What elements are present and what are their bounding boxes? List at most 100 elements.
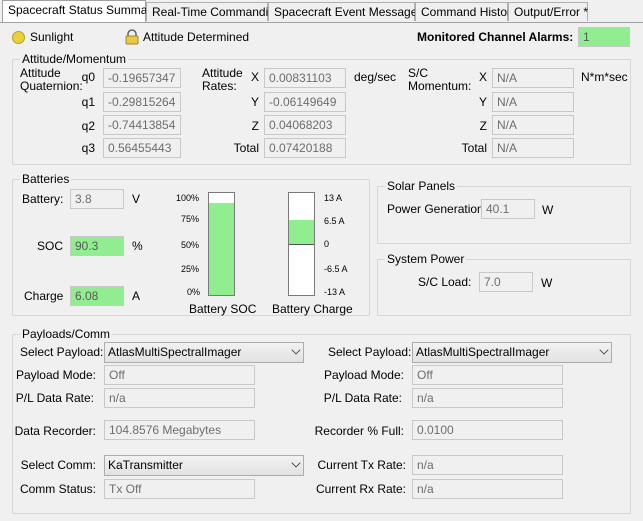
attitude-rates-label: Attitude Rates: bbox=[202, 66, 243, 93]
rates-unit: deg/sec bbox=[354, 70, 397, 84]
charge-tick-13: 13 A bbox=[324, 193, 343, 203]
rate-total-value: 0.07420188 bbox=[264, 138, 346, 158]
q0-value: -0.19657347 bbox=[103, 68, 181, 88]
soc-unit: % bbox=[132, 239, 143, 253]
rate-x-value: 0.00831103 bbox=[264, 68, 346, 88]
tab-real-time-commanding[interactable]: Real-Time Commanding bbox=[146, 2, 282, 21]
select-payload-dropdown-left[interactable]: AtlasMultiSpectralImager bbox=[104, 342, 304, 363]
comm-status-label: Comm Status: bbox=[19, 482, 96, 496]
select-payload-label-right: Select Payload: bbox=[328, 345, 412, 359]
mom-y-value: N/A bbox=[492, 92, 574, 112]
system-power-group: System Power bbox=[377, 252, 631, 316]
soc-tick-75: 75% bbox=[181, 214, 200, 224]
tab-bar: Spacecraft Status Summary Real-Time Comm… bbox=[0, 0, 643, 23]
charge-tick-neg-13: -13 A bbox=[324, 287, 346, 297]
rate-z-value: 0.04068203 bbox=[264, 115, 346, 135]
battery-charge-fill bbox=[289, 220, 314, 244]
tab-spacecraft-event-messages[interactable]: Spacecraft Event Messages bbox=[268, 2, 423, 21]
payloads-comm-title: Payloads/Comm bbox=[20, 327, 113, 341]
lock-icon bbox=[125, 29, 139, 45]
monitored-alarms-label: Monitored Channel Alarms: bbox=[417, 30, 574, 44]
momentum-unit: N*m*sec bbox=[581, 70, 628, 84]
current-rx-rate-value: n/a bbox=[412, 479, 563, 499]
power-generation-unit: W bbox=[542, 203, 554, 217]
current-tx-rate-label: Current Tx Rate: bbox=[317, 458, 406, 472]
charge-zero-line bbox=[289, 244, 314, 245]
mom-z-label: Z bbox=[479, 119, 487, 133]
q3-label: q3 bbox=[81, 141, 95, 155]
mom-x-label: X bbox=[478, 70, 487, 84]
data-recorder-label: Data Recorder: bbox=[14, 424, 96, 438]
select-comm-label: Select Comm: bbox=[20, 458, 96, 472]
solar-panels-title: Solar Panels bbox=[385, 179, 458, 193]
sc-load-value: 7.0 bbox=[479, 272, 533, 292]
mom-y-label: Y bbox=[478, 95, 487, 109]
charge-tick-0: 0 bbox=[324, 239, 330, 249]
quaternion-label: Attitude Quaternion: bbox=[20, 66, 83, 93]
rate-y-value: -0.06149649 bbox=[264, 92, 346, 112]
battery-label: Battery: bbox=[22, 192, 64, 206]
soc-value: 90.3 bbox=[70, 236, 124, 256]
attitude-determined-label: Attitude Determined bbox=[143, 30, 250, 44]
sunlight-label: Sunlight bbox=[30, 30, 74, 44]
soc-tick-0: 0% bbox=[187, 287, 201, 297]
battery-soc-label: Battery SOC bbox=[189, 302, 257, 316]
q3-value: 0.56455443 bbox=[103, 138, 181, 158]
payload-mode-label-right: Payload Mode: bbox=[323, 368, 404, 382]
power-generation-value: 40.1 bbox=[481, 199, 535, 219]
comm-status-value: Tx Off bbox=[104, 479, 255, 499]
select-payload-value-left: AtlasMultiSpectralImager bbox=[108, 345, 242, 359]
q1-label: q1 bbox=[81, 95, 95, 109]
current-tx-rate-value: n/a bbox=[412, 455, 563, 475]
payload-mode-value-right: Off bbox=[412, 365, 563, 385]
sc-load-label: S/C Load: bbox=[418, 275, 472, 289]
battery-value: 3.8 bbox=[70, 189, 124, 209]
select-payload-dropdown-right[interactable]: AtlasMultiSpectralImager bbox=[412, 342, 612, 363]
rate-y-label: Y bbox=[250, 95, 259, 109]
charge-value: 6.08 bbox=[70, 286, 124, 306]
select-payload-value-right: AtlasMultiSpectralImager bbox=[416, 345, 550, 359]
charge-label: Charge bbox=[24, 289, 64, 303]
battery-charge-gauge bbox=[288, 192, 315, 296]
select-comm-dropdown[interactable]: KaTransmitter bbox=[104, 455, 304, 476]
q1-value: -0.29815264 bbox=[103, 92, 181, 112]
current-rx-rate-label: Current Rx Rate: bbox=[315, 482, 406, 496]
attitude-momentum-group: Attitude/Momentum bbox=[12, 52, 631, 165]
select-payload-label-left: Select Payload: bbox=[20, 345, 104, 359]
batteries-group: Batteries bbox=[12, 172, 370, 316]
mom-x-value: N/A bbox=[492, 68, 574, 88]
mom-total-value: N/A bbox=[492, 138, 574, 158]
tab-spacecraft-status-summary[interactable]: Spacecraft Status Summary bbox=[2, 0, 157, 22]
sunlight-icon bbox=[12, 31, 25, 44]
rate-total-label: Total bbox=[233, 141, 259, 155]
battery-soc-gauge bbox=[208, 192, 235, 296]
payloads-comm-group: Payloads/Comm bbox=[12, 327, 631, 514]
soc-tick-100: 100% bbox=[176, 193, 200, 203]
power-generation-label: Power Generation bbox=[387, 202, 484, 216]
attitude-momentum-title: Attitude/Momentum bbox=[20, 52, 129, 66]
q0-label: q0 bbox=[81, 70, 95, 84]
q2-label: q2 bbox=[81, 119, 95, 133]
rate-z-label: Z bbox=[251, 119, 259, 133]
momentum-label: S/C Momentum: bbox=[408, 66, 472, 93]
battery-soc-fill bbox=[209, 202, 234, 295]
solar-panels-group: Solar Panels bbox=[377, 179, 631, 244]
charge-tick-6-5: 6.5 A bbox=[324, 216, 345, 226]
rate-x-label: X bbox=[250, 70, 259, 84]
pl-data-rate-value-right: n/a bbox=[412, 388, 563, 408]
soc-tick-50: 50% bbox=[181, 240, 200, 250]
sc-load-unit: W bbox=[541, 276, 553, 290]
tab-command-history[interactable]: Command History bbox=[415, 2, 517, 21]
select-comm-value: KaTransmitter bbox=[108, 458, 183, 472]
tab-output-error[interactable]: Output/Error * bbox=[508, 2, 588, 21]
battery-charge-label: Battery Charge bbox=[272, 302, 353, 316]
batteries-title: Batteries bbox=[20, 172, 72, 186]
payload-mode-value-left: Off bbox=[104, 365, 255, 385]
pl-data-rate-label-right: P/L Data Rate: bbox=[323, 391, 402, 405]
charge-tick-neg-6-5: -6.5 A bbox=[324, 264, 348, 274]
chevron-down-icon bbox=[599, 345, 609, 355]
soc-tick-25: 25% bbox=[181, 264, 200, 274]
soc-label: SOC bbox=[37, 239, 64, 253]
recorder-pct-full-value: 0.0100 bbox=[412, 420, 563, 440]
recorder-pct-full-label: Recorder % Full: bbox=[314, 424, 404, 438]
